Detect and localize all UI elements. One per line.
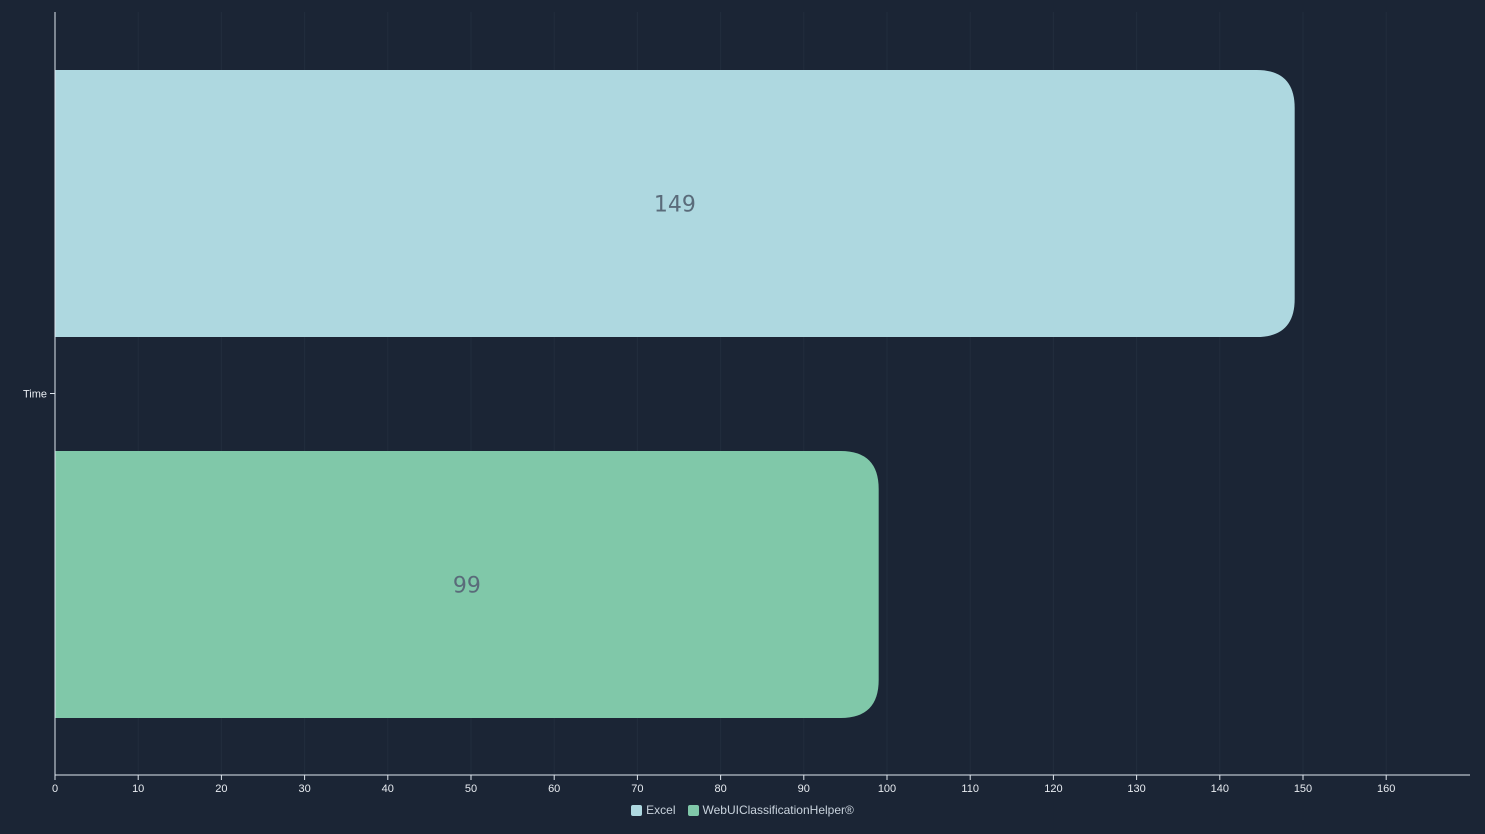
legend-item-webuiclassificationhelper[interactable]: WebUIClassificationHelper® [687,803,854,817]
x-tick-label-130: 130 [1127,783,1145,795]
data-label-excel: 149 [654,193,696,218]
x-tick-label-60: 60 [548,783,560,795]
legend-swatch-excel [631,804,643,816]
bar-excel[interactable] [55,70,1295,337]
x-tick-label-150: 150 [1294,783,1312,795]
x-tick-label-90: 90 [798,783,810,795]
data-label-webuiclassificationhelper: 99 [453,574,481,599]
x-tick-label-140: 140 [1211,783,1229,795]
x-tick-label-30: 30 [298,783,310,795]
y-tick-label-time: Time [23,389,47,401]
bar-webuiclassificationhelper[interactable] [55,451,879,718]
x-tick-label-70: 70 [631,783,643,795]
legend-swatch-webuiclassificationhelper [687,804,699,816]
legend: Excel WebUIClassificationHelper® [0,803,1485,817]
legend-label-webuiclassificationhelper: WebUIClassificationHelper® [702,803,854,817]
x-tick-label-110: 110 [961,783,979,795]
legend-label-excel: Excel [646,803,676,817]
x-tick-label-0: 0 [52,783,58,795]
x-tick-label-40: 40 [382,783,394,795]
x-tick-label-80: 80 [714,783,726,795]
x-tick-label-10: 10 [132,783,144,795]
x-tick-label-100: 100 [878,783,896,795]
x-tick-label-20: 20 [215,783,227,795]
x-tick-label-160: 160 [1377,783,1395,795]
x-tick-label-50: 50 [465,783,477,795]
x-tick-label-120: 120 [1044,783,1062,795]
legend-item-excel[interactable]: Excel [631,803,676,817]
